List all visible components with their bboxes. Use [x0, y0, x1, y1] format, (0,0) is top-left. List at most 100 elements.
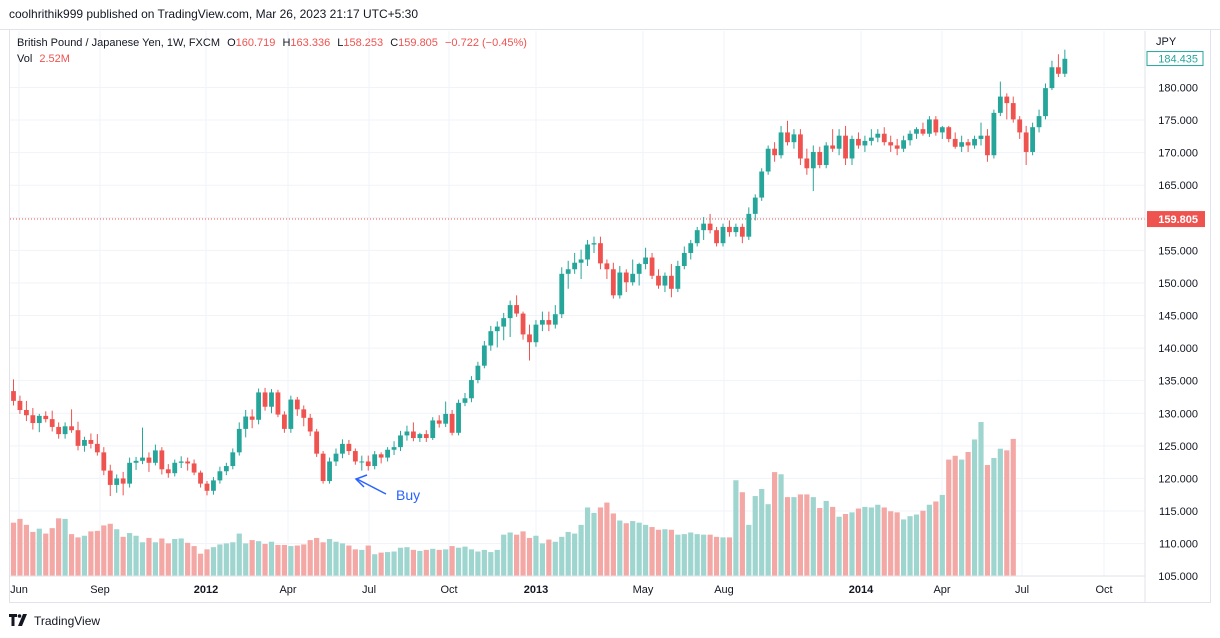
footer-brand[interactable]: TradingView — [34, 614, 101, 628]
candle-body — [24, 410, 29, 416]
volume-bar — [881, 507, 887, 576]
volume-bar — [314, 537, 320, 576]
legend-vol-label[interactable]: Vol — [17, 53, 33, 65]
candle-body — [436, 420, 442, 424]
volume-bar — [159, 538, 165, 576]
candle — [565, 260, 571, 289]
candle-body — [469, 380, 474, 399]
candle — [178, 456, 184, 468]
volume-bar — [862, 506, 868, 576]
candle-body — [223, 466, 229, 472]
volume-bar — [462, 546, 468, 576]
candle-body — [36, 415, 42, 424]
volume-bar — [701, 534, 707, 576]
volume-bar — [888, 511, 894, 576]
time-tick-label: 2012 — [194, 584, 218, 596]
volume-bar — [926, 504, 932, 576]
volume-series — [10, 422, 1016, 576]
chart-frame[interactable] — [9, 30, 1211, 603]
volume-bar — [713, 536, 720, 576]
candle — [417, 432, 423, 442]
legend-symbol[interactable]: British Pound / Japanese Yen, 1W, FXCM — [17, 37, 221, 49]
candle-body — [997, 96, 1003, 113]
volume-bar — [868, 507, 874, 576]
candle — [527, 324, 532, 361]
candle-body — [82, 439, 87, 446]
volume-bar — [391, 551, 397, 576]
candle-body — [262, 392, 268, 407]
volume-bar — [810, 497, 816, 576]
volume-bar — [907, 516, 913, 576]
candle-body — [217, 471, 223, 481]
candle — [133, 456, 139, 470]
candle — [746, 207, 752, 240]
volume-bar — [830, 506, 836, 576]
candle-body — [1004, 96, 1010, 104]
candle — [1010, 96, 1016, 123]
candle-body — [107, 470, 113, 485]
volume-bar — [62, 518, 68, 576]
candle — [939, 125, 945, 139]
candle — [598, 236, 603, 270]
volume-bar — [823, 500, 829, 576]
candle-body — [385, 449, 390, 458]
candle-body — [920, 129, 926, 134]
candle — [933, 116, 939, 136]
volume-bar — [597, 507, 604, 576]
candle — [17, 395, 23, 414]
volume-bar — [365, 545, 371, 576]
candle-body — [120, 478, 126, 484]
candle-body — [314, 431, 320, 454]
candle-body — [939, 127, 945, 133]
candle-body — [282, 414, 287, 429]
volume-bar — [404, 547, 410, 576]
volume-bar — [385, 552, 391, 576]
candle — [894, 138, 900, 156]
volume-bar — [636, 522, 642, 576]
volume-bar — [643, 524, 649, 576]
candle — [501, 312, 507, 341]
candle-body — [146, 457, 152, 463]
last-price-tag — [1146, 51, 1204, 67]
volume-bar — [752, 496, 758, 576]
volume-bar — [984, 465, 991, 576]
candle — [836, 129, 842, 156]
volume-bar — [791, 497, 797, 576]
candle-body — [256, 392, 261, 420]
candle-body — [533, 324, 539, 343]
volume-bar — [1004, 450, 1010, 576]
candle-body — [572, 262, 578, 270]
price-tick-label: 105.000 — [1158, 571, 1198, 583]
candle — [165, 464, 171, 478]
volume-bar — [746, 524, 752, 576]
candle — [507, 300, 513, 338]
price-tick-label: 150.000 — [1158, 278, 1198, 290]
volume-bar — [410, 549, 416, 576]
candle — [101, 447, 107, 476]
price-axis-currency: JPY — [1156, 36, 1177, 48]
buy-annotation: Buy — [354, 474, 420, 503]
price-tick-label: 155.000 — [1158, 245, 1198, 257]
candle — [868, 129, 874, 146]
candle — [404, 425, 410, 441]
candle-body — [675, 265, 681, 289]
volume-bar — [307, 540, 313, 576]
volume-bar — [326, 539, 333, 576]
candle — [462, 393, 468, 407]
candle-body — [688, 243, 694, 253]
volume-bar — [797, 494, 803, 576]
candle-body — [333, 453, 339, 462]
volume-bar — [494, 549, 500, 576]
candle — [817, 146, 823, 169]
candle-body — [475, 365, 481, 381]
candle-body — [681, 252, 687, 266]
candle-body — [1049, 67, 1055, 89]
tradingview-logo-icon[interactable] — [9, 613, 29, 629]
volume-bar — [649, 527, 655, 576]
publish-header: coolhrithik999 published on TradingView.… — [0, 0, 1220, 30]
candle — [1030, 122, 1035, 156]
candle — [391, 441, 397, 455]
candle — [333, 448, 339, 467]
volume-bar — [565, 531, 571, 576]
